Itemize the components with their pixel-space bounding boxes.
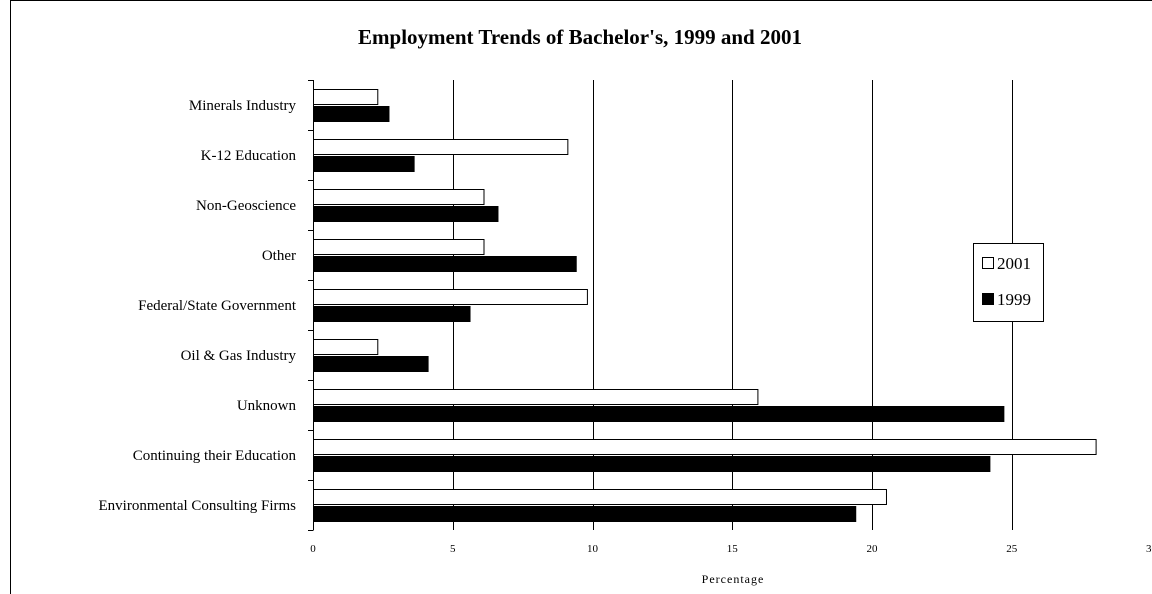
- legend-label-2001: 2001: [997, 254, 1031, 273]
- category-labels: Minerals Industry K-12 Education Non-Geosc…: [99, 98, 297, 514]
- x-tick-label-5: 5: [450, 543, 456, 555]
- legend-swatch-1999: [982, 293, 994, 305]
- bar-1999-k-12-education: [313, 156, 415, 172]
- bar-2001-minerals-industry: [313, 89, 379, 105]
- bar-2001-unknown: [313, 389, 759, 405]
- category-label-unknown: Unknown: [237, 398, 297, 414]
- x-tick-labels: 0 5 10 15 20 25 30: [310, 543, 1152, 555]
- x-tick-label-25: 25: [1006, 543, 1018, 555]
- category-label-continuing-their-education: Continuing their Education: [133, 448, 297, 464]
- legend-label-1999: 1999: [997, 290, 1031, 309]
- x-tick-label-0: 0: [310, 543, 316, 555]
- bar-2001-non-geoscience: [313, 189, 485, 205]
- category-label-k-12-education: K-12 Education: [201, 148, 297, 164]
- bar-1999-other: [313, 256, 577, 272]
- bar-2001-k-12-education: [313, 139, 569, 155]
- bar-2001-environmental-consulting-firms: [313, 489, 887, 505]
- category-label-minerals-industry: Minerals Industry: [189, 98, 297, 114]
- bar-2001-federal-state-government: [313, 289, 588, 305]
- bar-2001-continuing-their-education: [313, 439, 1097, 455]
- legend: 2001 1999: [973, 243, 1044, 322]
- category-label-non-geoscience: Non-Geoscience: [196, 198, 296, 214]
- category-label-other: Other: [262, 248, 296, 264]
- bar-1999-unknown: [313, 406, 1005, 422]
- bar-1999-continuing-their-education: [313, 456, 991, 472]
- category-label-environmental-consulting-firms: Environmental Consulting Firms: [99, 498, 297, 514]
- bar-1999-oil-gas-industry: [313, 356, 429, 372]
- x-tick-label-20: 20: [867, 543, 879, 555]
- chart-title: Employment Trends of Bachelor's, 1999 an…: [358, 25, 802, 49]
- axes: [308, 80, 314, 531]
- bar-1999-environmental-consulting-firms: [313, 506, 857, 522]
- x-tick-label-10: 10: [587, 543, 599, 555]
- category-label-federal-state-government: Federal/State Government: [138, 298, 297, 314]
- bar-1999-non-geoscience: [313, 206, 499, 222]
- x-tick-label-15: 15: [727, 543, 739, 555]
- bar-2001-other: [313, 239, 485, 255]
- bar-2001-oil-gas-industry: [313, 339, 379, 355]
- bar-1999-minerals-industry: [313, 106, 390, 122]
- legend-swatch-2001: [982, 257, 994, 269]
- legend-box: [973, 243, 1044, 322]
- x-tick-label-30: 30: [1146, 543, 1152, 555]
- bar-1999-federal-state-government: [313, 306, 471, 322]
- category-label-oil-gas-industry: Oil & Gas Industry: [181, 348, 297, 364]
- bars: [313, 89, 1097, 522]
- x-axis-title: Percentage: [702, 572, 765, 586]
